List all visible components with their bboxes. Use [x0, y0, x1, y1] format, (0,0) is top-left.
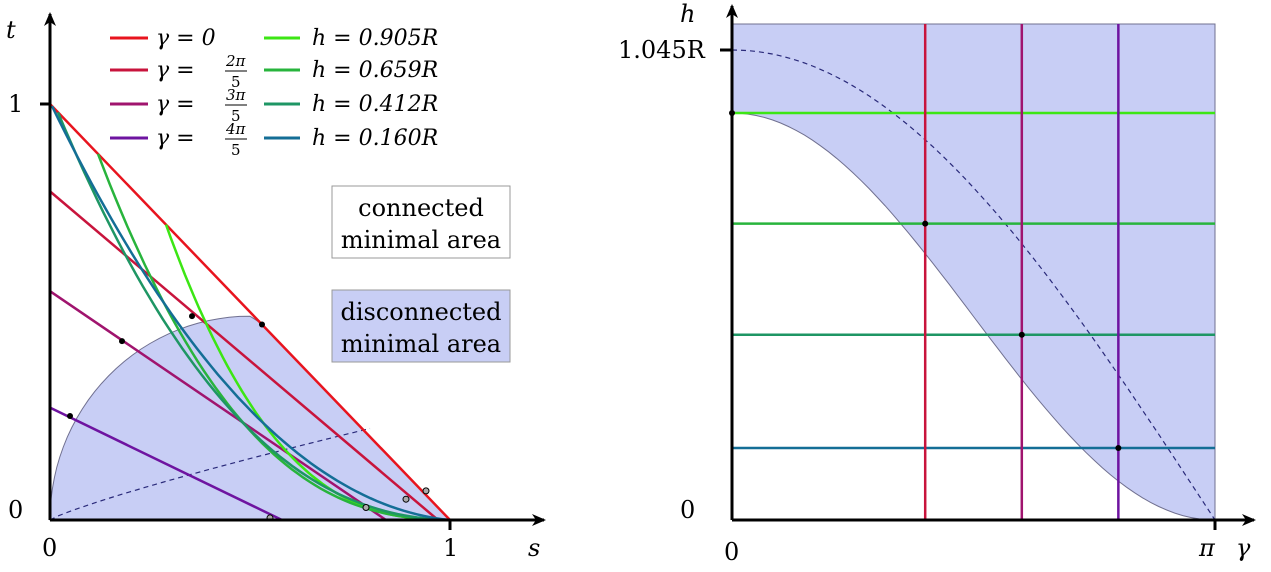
left-dome-point-2: [119, 338, 125, 345]
legend-frac-num-1: 2π: [225, 52, 247, 70]
right-ytick-top-label: 1.045R: [618, 36, 706, 64]
disconnected-label-box: disconnected minimal area: [331, 289, 511, 363]
left-dome-point-0: [189, 313, 195, 320]
left-chart: t 1 0 0 1 s γ = 0 γ = 2π 5 γ = 3π 5 γ = …: [6, 12, 546, 562]
connected-label-line2: minimal area: [341, 226, 501, 254]
left-axis-point-0: [422, 487, 430, 495]
left-xtick-1-label: 1: [443, 534, 458, 562]
legend-label-h3: h = 0.160R: [312, 126, 438, 151]
legend-label-gamma0: γ = 0: [156, 26, 216, 51]
right-ylabel: h: [680, 0, 695, 28]
connected-label-line1: connected: [358, 194, 484, 222]
h-curve-1: [96, 153, 451, 522]
left-ylabel: t: [6, 16, 16, 44]
h-curves: [50, 105, 451, 522]
right-point-1: [922, 220, 929, 227]
gamma-line-0: [49, 103, 451, 521]
disconnected-label-line1: disconnected: [340, 298, 501, 326]
left-xtick-0-label: 0: [42, 534, 57, 562]
right-xlabel: γ: [1236, 534, 1251, 562]
disconnected-label-line2: minimal area: [341, 330, 501, 358]
right-disconnected-region: [731, 23, 1216, 521]
gamma-line-2: [49, 290, 387, 522]
right-lines: [730, 24, 1215, 520]
left-axis-point-2: [362, 504, 370, 512]
gamma-line-1: [49, 190, 439, 521]
left-xlabel: s: [528, 534, 540, 562]
legend-label-gamma1: γ =: [156, 58, 195, 83]
right-point-3: [1115, 445, 1122, 452]
legend-label-gamma2: γ =: [156, 92, 195, 117]
right-xtick-pi-label: π: [1198, 534, 1216, 562]
right-xtick-0-label: 0: [724, 538, 739, 566]
legend-frac-den-2: 5: [231, 107, 241, 125]
left-dome-point-3: [67, 413, 73, 419]
legend-frac-den-3: 5: [231, 141, 241, 159]
legend-frac-den-1: 5: [231, 73, 241, 91]
left-ytick-0-label: 0: [8, 496, 23, 524]
h-curve-3: [50, 105, 451, 522]
right-dashed-curve: [731, 49, 1216, 521]
left-ytick-1-label: 1: [8, 90, 23, 118]
right-point-2: [1018, 331, 1025, 338]
right-ytick-0-label: 0: [680, 496, 695, 524]
left-dome-point-1: [259, 321, 265, 328]
left-axis-point-1: [402, 495, 410, 503]
right-chart: h 1.045R 0 0 π γ: [618, 0, 1256, 566]
legend-frac-num-2: 3π: [226, 86, 247, 104]
legend: γ = 0 γ = 2π 5 γ = 3π 5 γ = 4π 5 h = 0.9…: [110, 26, 438, 159]
intersection-points: [67, 313, 430, 522]
connected-label-box: connected minimal area: [331, 185, 511, 259]
gamma-lines: [49, 103, 451, 522]
gamma-line-3: [49, 406, 283, 522]
legend-label-h0: h = 0.905R: [312, 26, 438, 51]
legend-label-h1: h = 0.659R: [312, 58, 438, 83]
legend-label-h2: h = 0.412R: [312, 92, 438, 117]
legend-frac-num-3: 4π: [225, 120, 247, 138]
legend-label-gamma3: γ =: [156, 126, 195, 151]
h-curve-2: [56, 111, 451, 522]
left-dashed-curve: [49, 427, 371, 521]
